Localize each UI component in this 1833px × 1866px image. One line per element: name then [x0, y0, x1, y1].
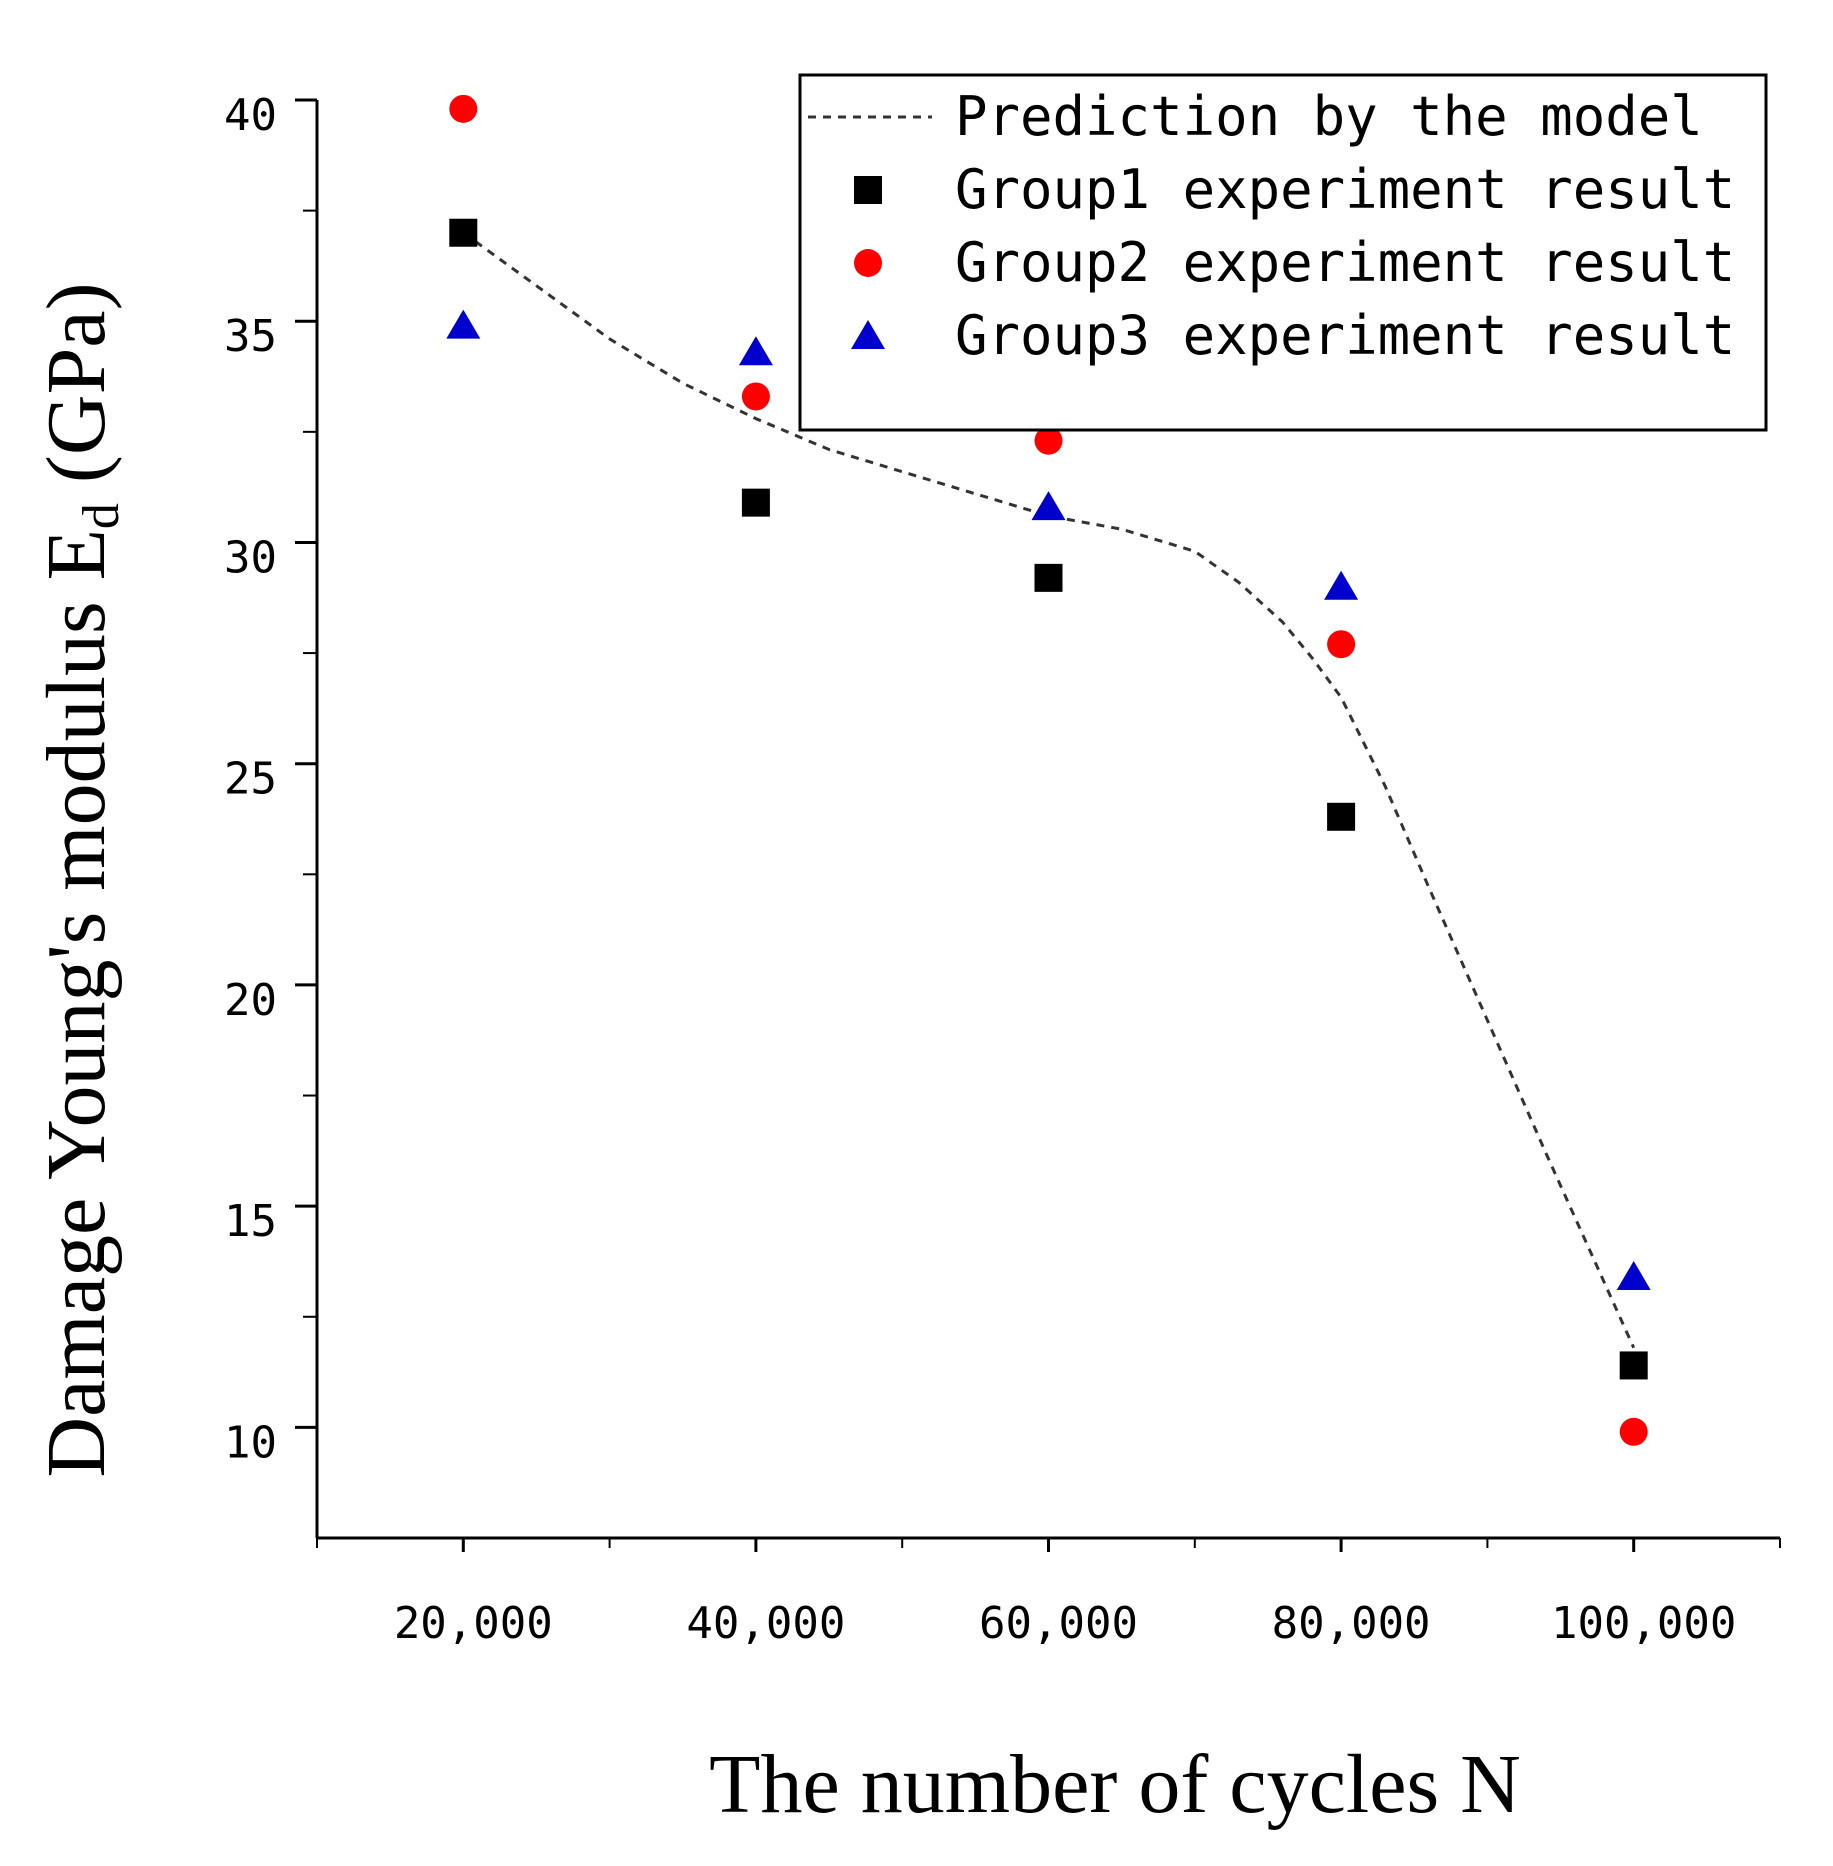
group2-point — [1619, 1417, 1648, 1446]
x-tick-label: 20,000 — [394, 1598, 553, 1649]
group3-point — [446, 309, 481, 339]
legend-label: Group1 experiment result — [955, 158, 1735, 221]
y-tick-label: 40 — [224, 90, 277, 141]
x-axis-title: The number of cycles N — [709, 1738, 1521, 1831]
x-tick-label: 100,000 — [1551, 1598, 1736, 1649]
legend-swatch-group3 — [851, 320, 885, 349]
y-tick-label: 15 — [224, 1196, 277, 1247]
group3-point — [1324, 570, 1359, 600]
group3-point — [738, 336, 773, 366]
group1-point — [1034, 563, 1063, 592]
y-tick-label: 25 — [224, 754, 277, 805]
group1-point — [449, 218, 478, 247]
legend: Prediction by the model Group1 experiment… — [798, 73, 1768, 432]
group2-point — [741, 382, 770, 411]
group1-point — [1327, 802, 1356, 831]
legend-label: Group3 experiment result — [955, 304, 1735, 367]
axes: 10 15 20 25 30 35 40 20,000 40,000 60,000 80,000 10… — [224, 90, 1781, 1649]
y-tick-label: 35 — [224, 311, 277, 362]
prediction-curve — [462, 231, 1636, 1349]
legend-label: Group2 experiment result — [955, 231, 1735, 294]
x-tick-label: 60,000 — [979, 1598, 1138, 1649]
y-axis-title-main: Damage Young's modulus E — [30, 529, 123, 1478]
group1-point — [741, 488, 770, 517]
y-axis-title: Damage Young's modulus Ed (GPa) — [30, 282, 130, 1477]
group3-point — [1616, 1260, 1651, 1290]
legend-swatch-group2 — [854, 249, 882, 277]
legend-box — [798, 73, 1768, 432]
y-tick-label: 10 — [224, 1417, 277, 1468]
legend-label: Prediction by the model — [955, 85, 1703, 148]
x-tick-label: 80,000 — [1272, 1598, 1431, 1649]
y-axis-title-subscript: d — [73, 503, 130, 529]
y-tick-label: 20 — [224, 975, 277, 1026]
x-tick-label: 40,000 — [686, 1598, 845, 1649]
group2-point — [1034, 426, 1063, 455]
y-axis-title-unit: (GPa) — [30, 282, 123, 483]
group1-point — [1619, 1351, 1648, 1380]
group2-point — [449, 94, 478, 123]
group2-point — [1327, 630, 1356, 659]
marker-layer — [446, 94, 1651, 1446]
legend-swatch-group1 — [854, 176, 882, 204]
group3-point — [1031, 491, 1066, 521]
prediction-curve-layer — [462, 231, 1636, 1349]
y-tick-label: 30 — [224, 532, 277, 583]
